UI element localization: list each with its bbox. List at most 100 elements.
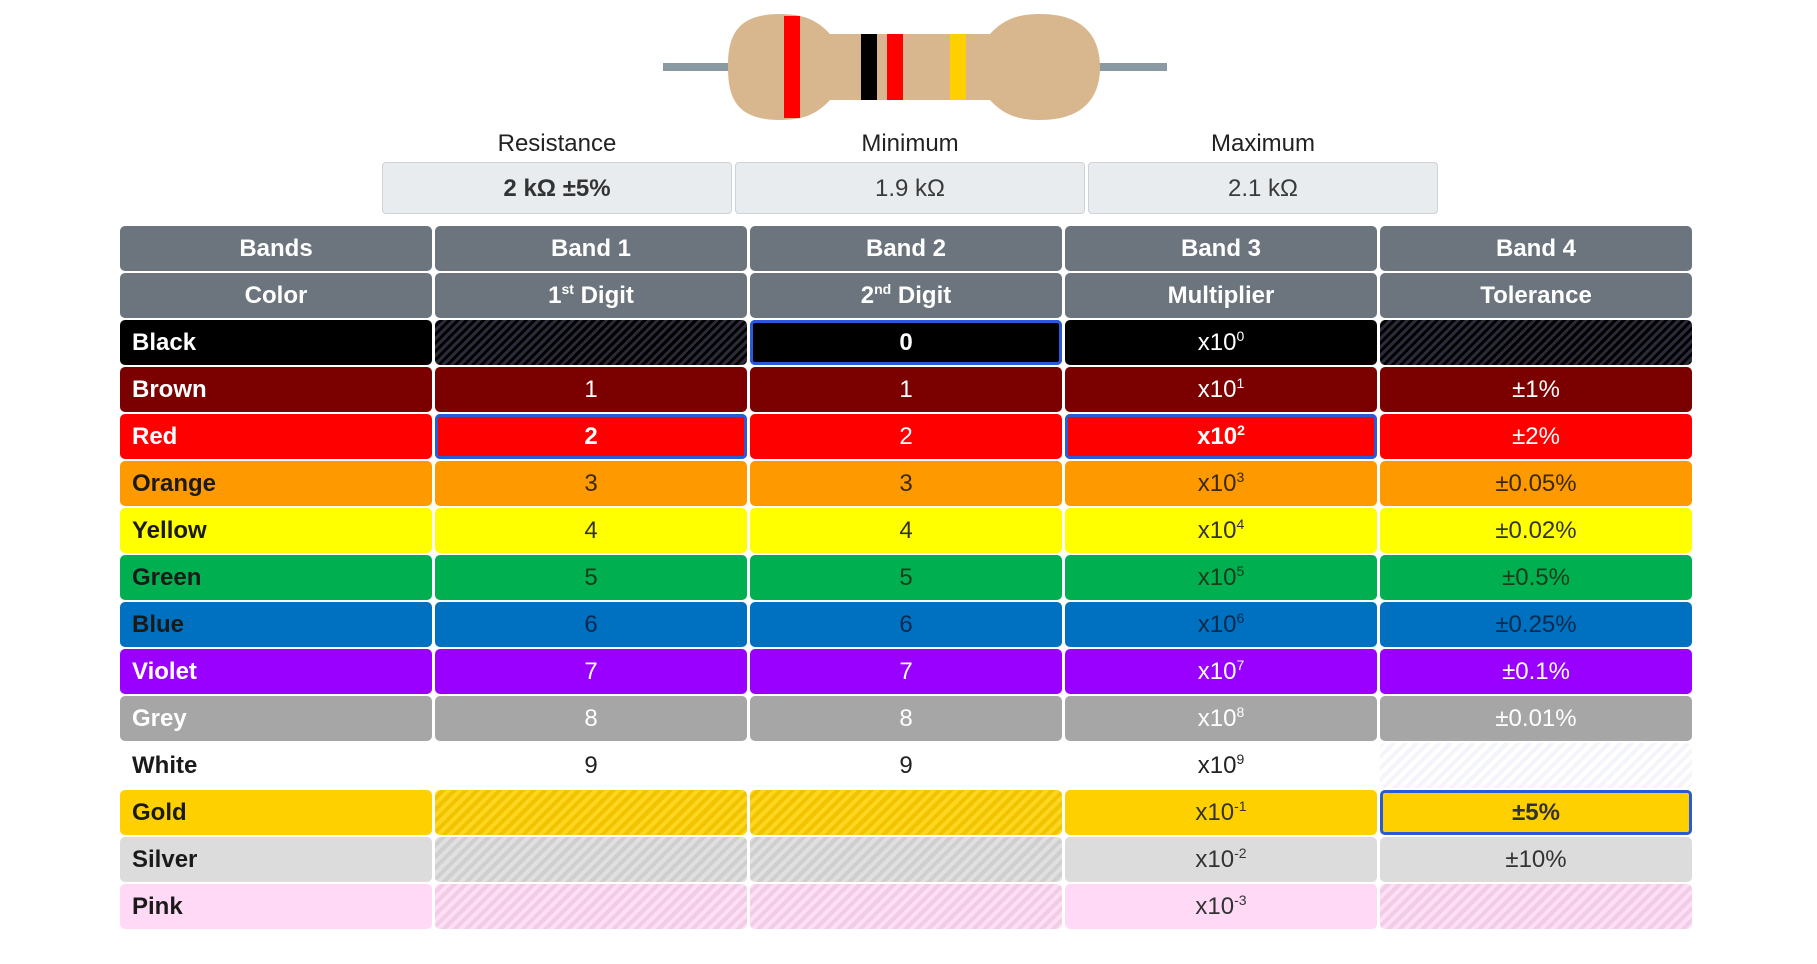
band2-cell[interactable]: 0 bbox=[750, 320, 1062, 365]
header-band-1: Band 1 bbox=[435, 226, 747, 271]
minimum-label: Minimum bbox=[861, 130, 959, 157]
band2-cell[interactable]: 9 bbox=[750, 743, 1062, 788]
minimum-value: 1.9 kΩ bbox=[735, 162, 1085, 214]
multiplier-cell[interactable]: x10-1 bbox=[1065, 790, 1377, 835]
color-name: Yellow bbox=[120, 508, 432, 553]
resistor-lead-left bbox=[663, 63, 733, 71]
tolerance-cell[interactable]: ±0.5% bbox=[1380, 555, 1692, 600]
band2-cell[interactable]: 8 bbox=[750, 696, 1062, 741]
color-row-silver: Silver x10-2 ±10% bbox=[120, 837, 1692, 882]
tolerance-cell[interactable]: ±0.02% bbox=[1380, 508, 1692, 553]
resistance-value: 2 kΩ ±5% bbox=[382, 162, 732, 214]
band2-cell-empty bbox=[750, 884, 1062, 929]
color-name: White bbox=[120, 743, 432, 788]
tolerance-cell[interactable]: ±0.05% bbox=[1380, 461, 1692, 506]
band2-cell[interactable]: 6 bbox=[750, 602, 1062, 647]
resistor-band-2 bbox=[861, 34, 877, 100]
tolerance-cell[interactable]: ±5% bbox=[1380, 790, 1692, 835]
maximum-group: Maximum 2.1 kΩ bbox=[1088, 126, 1438, 214]
band1-cell[interactable]: 8 bbox=[435, 696, 747, 741]
color-name: Green bbox=[120, 555, 432, 600]
color-row-pink: Pink x10-3 bbox=[120, 884, 1692, 929]
tolerance-cell[interactable]: ±2% bbox=[1380, 414, 1692, 459]
band2-cell[interactable]: 3 bbox=[750, 461, 1062, 506]
tolerance-cell[interactable]: ±0.25% bbox=[1380, 602, 1692, 647]
tolerance-cell[interactable]: ±0.1% bbox=[1380, 649, 1692, 694]
color-row-black: Black 0 x100 bbox=[120, 320, 1692, 365]
band2-cell[interactable]: 4 bbox=[750, 508, 1062, 553]
resistor-body bbox=[728, 14, 1100, 120]
color-name: Silver bbox=[120, 837, 432, 882]
resistance-label: Resistance bbox=[497, 130, 617, 157]
header-first-digit: 1st Digit bbox=[435, 273, 747, 318]
header-band-4: Band 4 bbox=[1380, 226, 1692, 271]
band1-cell[interactable]: 5 bbox=[435, 555, 747, 600]
tolerance-cell[interactable]: ±10% bbox=[1380, 837, 1692, 882]
tolerance-cell-empty bbox=[1380, 320, 1692, 365]
color-row-brown: Brown 1 1 x101 ±1% bbox=[120, 367, 1692, 412]
color-name: Blue bbox=[120, 602, 432, 647]
header-tolerance: Tolerance bbox=[1380, 273, 1692, 318]
multiplier-cell[interactable]: x100 bbox=[1065, 320, 1377, 365]
tolerance-cell[interactable]: ±0.01% bbox=[1380, 696, 1692, 741]
band1-cell[interactable]: 1 bbox=[435, 367, 747, 412]
multiplier-cell[interactable]: x10-3 bbox=[1065, 884, 1377, 929]
multiplier-cell[interactable]: x107 bbox=[1065, 649, 1377, 694]
band2-cell[interactable]: 1 bbox=[750, 367, 1062, 412]
color-name: Orange bbox=[120, 461, 432, 506]
multiplier-cell[interactable]: x109 bbox=[1065, 743, 1377, 788]
header-band-3: Band 3 bbox=[1065, 226, 1377, 271]
color-name: Grey bbox=[120, 696, 432, 741]
header-bands: Bands bbox=[120, 226, 432, 271]
color-name: Black bbox=[120, 320, 432, 365]
multiplier-cell[interactable]: x103 bbox=[1065, 461, 1377, 506]
band1-cell[interactable]: 6 bbox=[435, 602, 747, 647]
band2-cell[interactable]: 5 bbox=[750, 555, 1062, 600]
band2-cell[interactable]: 2 bbox=[750, 414, 1062, 459]
header-row-meaning: Color 1st Digit 2nd Digit Multiplier Tol… bbox=[120, 273, 1692, 318]
color-row-white: White 9 9 x109 bbox=[120, 743, 1692, 788]
resistor-graphic bbox=[660, 8, 1170, 126]
multiplier-cell[interactable]: x106 bbox=[1065, 602, 1377, 647]
band2-cell[interactable]: 7 bbox=[750, 649, 1062, 694]
band2-cell-empty bbox=[750, 837, 1062, 882]
color-row-yellow: Yellow 4 4 x104 ±0.02% bbox=[120, 508, 1692, 553]
band1-cell[interactable]: 2 bbox=[435, 414, 747, 459]
band1-cell[interactable]: 7 bbox=[435, 649, 747, 694]
color-row-green: Green 5 5 x105 ±0.5% bbox=[120, 555, 1692, 600]
resistor-band-3 bbox=[887, 34, 903, 100]
color-name: Pink bbox=[120, 884, 432, 929]
color-row-grey: Grey 8 8 x108 ±0.01% bbox=[120, 696, 1692, 741]
multiplier-cell[interactable]: x104 bbox=[1065, 508, 1377, 553]
multiplier-cell[interactable]: x102 bbox=[1065, 414, 1377, 459]
tolerance-cell-empty bbox=[1380, 884, 1692, 929]
band1-cell-empty bbox=[435, 320, 747, 365]
color-code-table: Bands Band 1 Band 2 Band 3 Band 4 Color … bbox=[117, 224, 1695, 931]
tolerance-cell-empty bbox=[1380, 743, 1692, 788]
resistor-band-4 bbox=[950, 34, 966, 100]
header-color: Color bbox=[120, 273, 432, 318]
header-multiplier: Multiplier bbox=[1065, 273, 1377, 318]
color-name: Gold bbox=[120, 790, 432, 835]
resistor-band-1 bbox=[784, 16, 800, 118]
color-name: Red bbox=[120, 414, 432, 459]
multiplier-cell[interactable]: x108 bbox=[1065, 696, 1377, 741]
color-name: Violet bbox=[120, 649, 432, 694]
color-row-violet: Violet 7 7 x107 ±0.1% bbox=[120, 649, 1692, 694]
color-row-gold: Gold x10-1 ±5% bbox=[120, 790, 1692, 835]
multiplier-cell[interactable]: x10-2 bbox=[1065, 837, 1377, 882]
header-second-digit: 2nd Digit bbox=[750, 273, 1062, 318]
color-row-red: Red 2 2 x102 ±2% bbox=[120, 414, 1692, 459]
color-row-orange: Orange 3 3 x103 ±0.05% bbox=[120, 461, 1692, 506]
tolerance-cell[interactable]: ±1% bbox=[1380, 367, 1692, 412]
color-name: Brown bbox=[120, 367, 432, 412]
color-row-blue: Blue 6 6 x106 ±0.25% bbox=[120, 602, 1692, 647]
band1-cell[interactable]: 3 bbox=[435, 461, 747, 506]
band1-cell[interactable]: 9 bbox=[435, 743, 747, 788]
minimum-group: Minimum 1.9 kΩ bbox=[735, 126, 1085, 214]
multiplier-cell[interactable]: x101 bbox=[1065, 367, 1377, 412]
band1-cell[interactable]: 4 bbox=[435, 508, 747, 553]
multiplier-cell[interactable]: x105 bbox=[1065, 555, 1377, 600]
header-band-2: Band 2 bbox=[750, 226, 1062, 271]
header-row-bands: Bands Band 1 Band 2 Band 3 Band 4 bbox=[120, 226, 1692, 271]
